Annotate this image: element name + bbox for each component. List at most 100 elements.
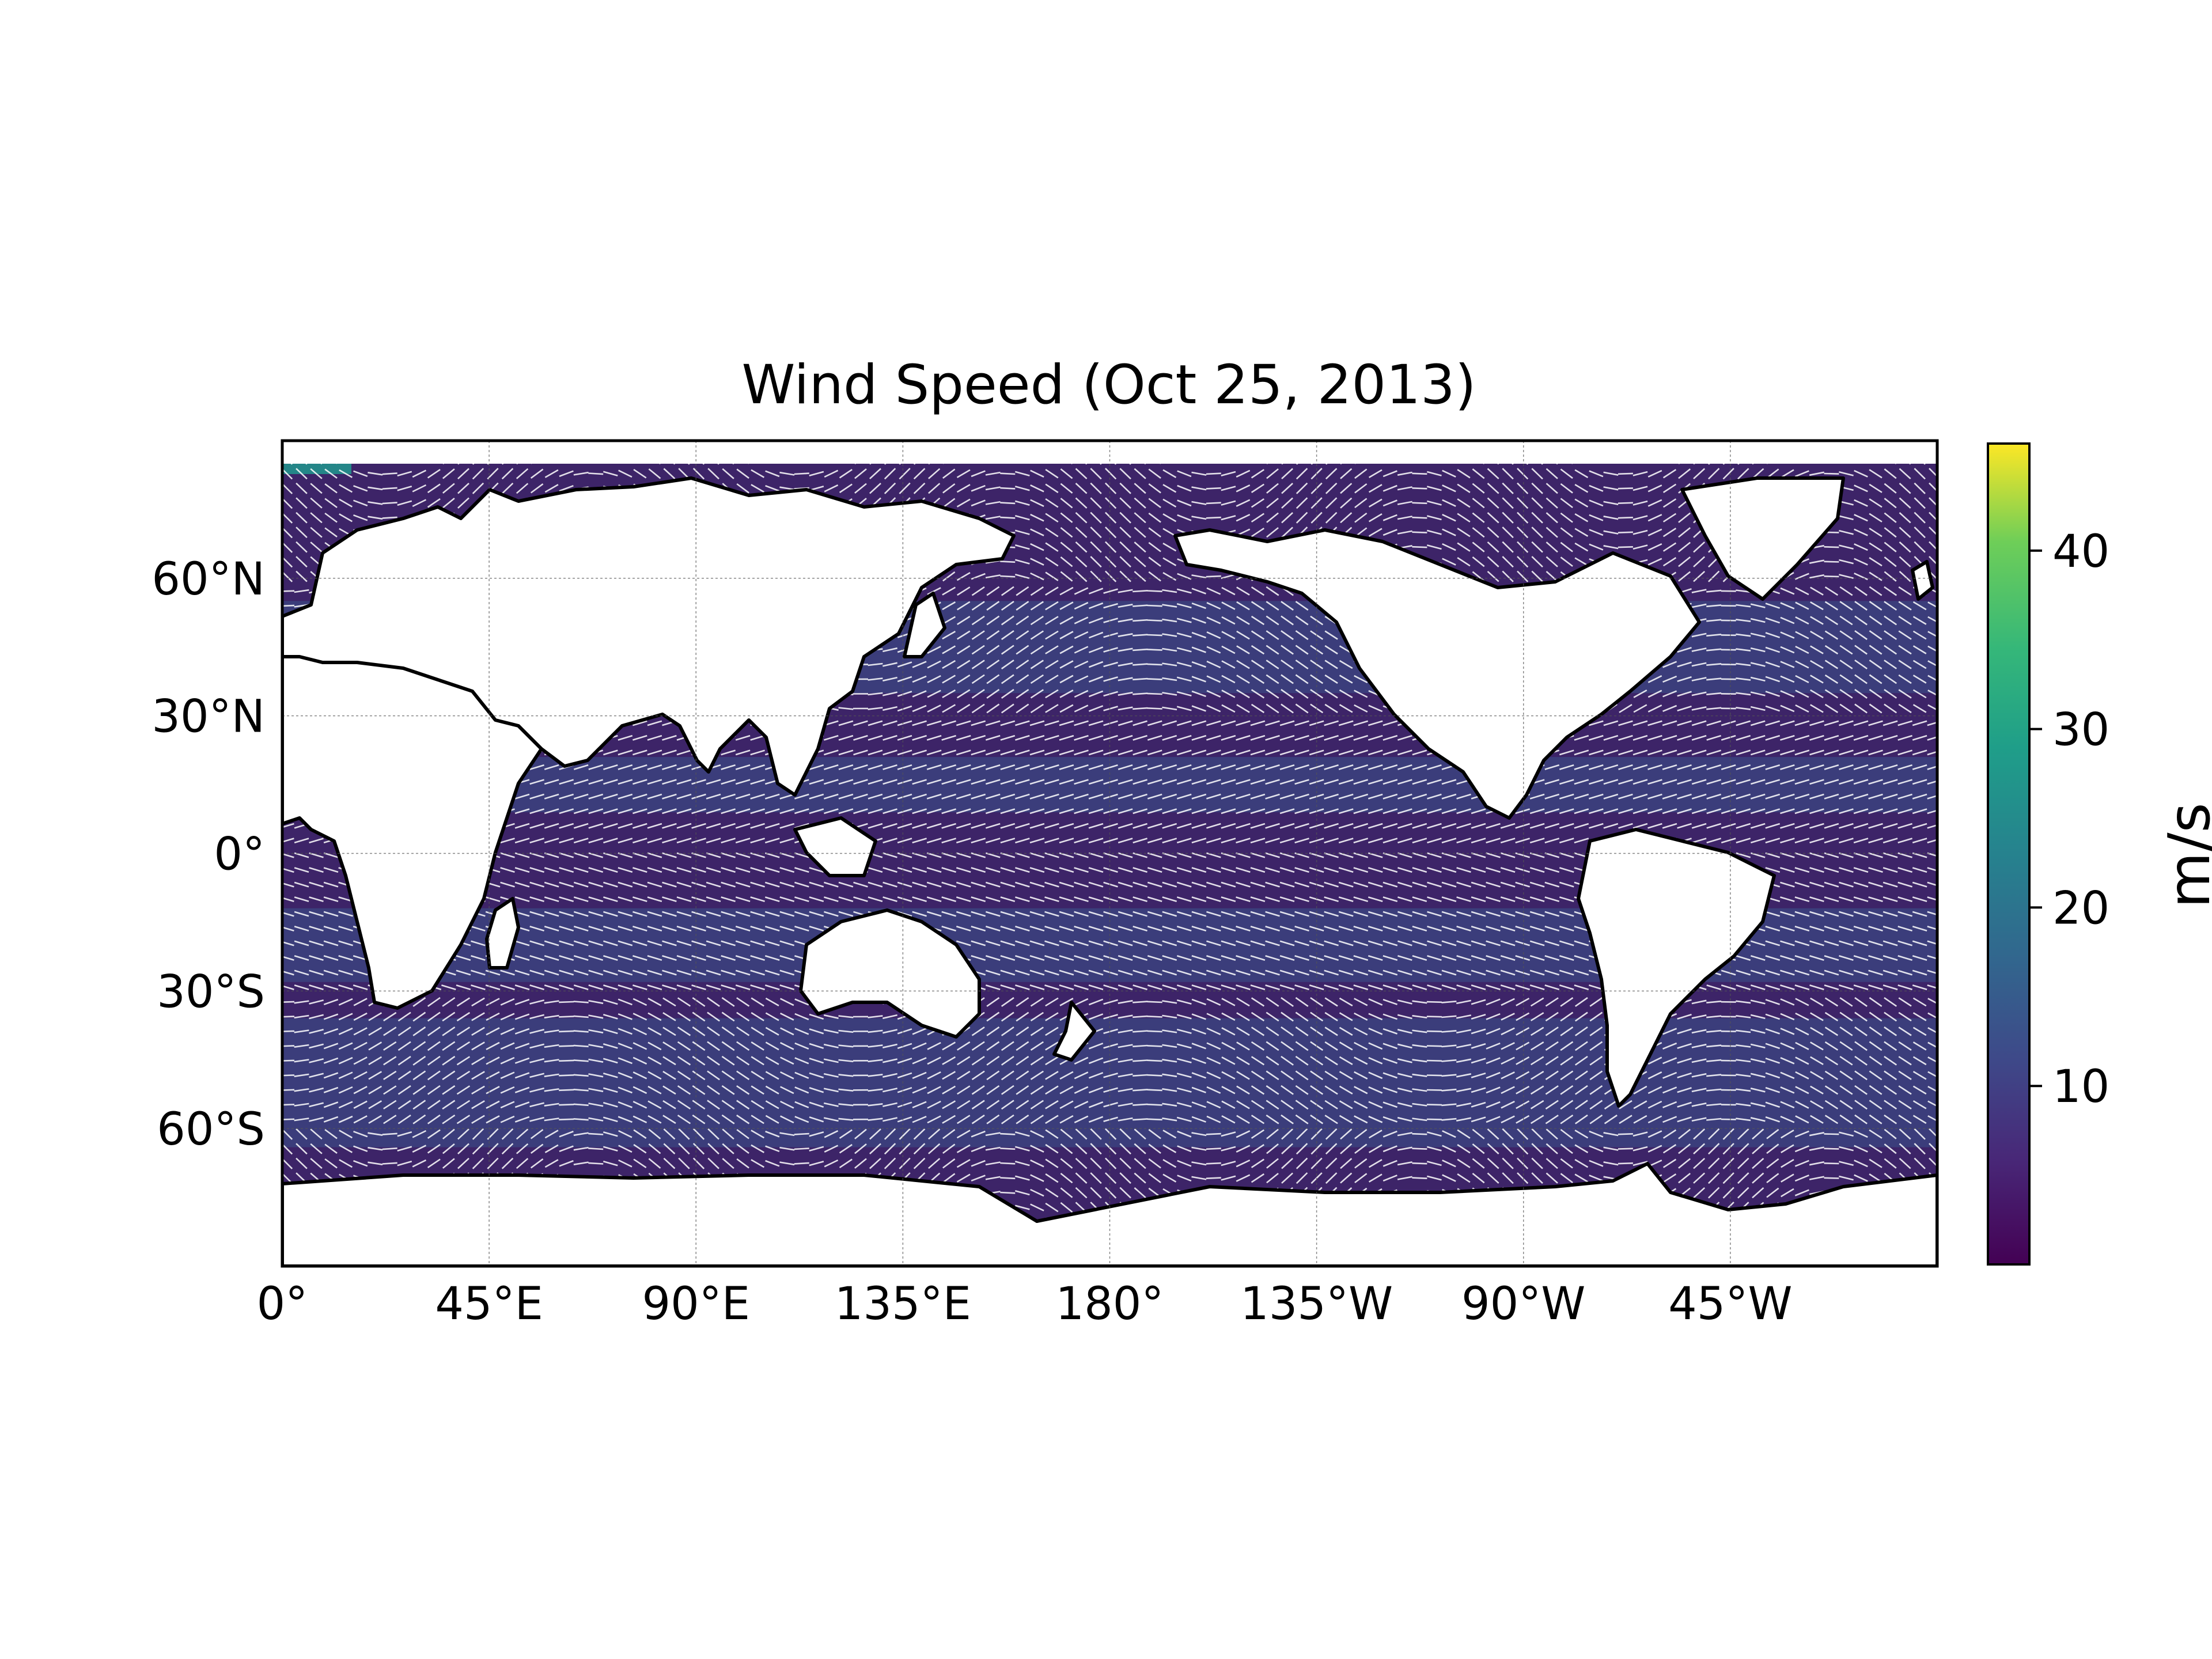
wind-vector [1001,1041,1014,1051]
wind-vector [1929,468,1937,478]
wind-vector [1456,926,1471,932]
wind-vector [1809,940,1824,946]
wind-vector [1266,1012,1279,1022]
wind-vector [854,468,867,479]
wind-vector [1839,529,1854,535]
wind-vector [1118,734,1133,741]
wind-vector [1662,779,1677,785]
wind-vector [1206,1056,1221,1065]
wind-vector [1618,720,1633,726]
wind-vector [1176,706,1192,711]
wind-vector [529,969,544,976]
wind-vector [1191,823,1207,829]
wind-vector [1382,470,1397,478]
wind-vector [559,484,574,492]
wind-vector [529,881,544,888]
wind-vector [1412,984,1427,990]
wind-vector [588,1073,604,1078]
wind-vector [1912,660,1927,669]
wind-vector [897,1058,912,1064]
wind-vector [1633,734,1648,741]
wind-vector [1442,455,1456,463]
wind-vector [1426,456,1442,462]
wind-vector [706,955,721,961]
wind-vector [338,955,353,961]
wind-vector [1810,586,1824,596]
wind-vector [294,589,309,593]
wind-vector [1809,793,1824,800]
wind-vector [707,1026,720,1036]
wind-vector [1119,570,1131,582]
wind-vector [928,468,941,479]
wind-vector [764,896,780,903]
wind-vector [1397,1029,1412,1034]
wind-vector [529,940,544,946]
wind-vector [1456,823,1471,829]
wind-vector [1929,453,1937,463]
wind-vector [1529,911,1545,917]
wind-vector [706,969,721,976]
wind-vector [1236,734,1251,741]
wind-vector [1295,630,1309,641]
wind-vector [1177,455,1192,463]
wind-vector [1368,867,1383,873]
wind-vector [309,1028,324,1034]
wind-vector [1546,468,1558,479]
wind-vector [1471,984,1486,990]
wind-vector [692,1055,706,1066]
wind-vector [1014,471,1030,476]
wind-vector [1104,468,1117,480]
wind-vector [971,764,986,770]
wind-vector [676,838,692,844]
wind-vector [957,586,971,596]
wind-vector [735,969,751,976]
wind-vector [1251,1012,1265,1022]
wind-vector [309,926,324,932]
wind-vector [1045,483,1059,494]
wind-vector [721,867,736,873]
wind-vector [1589,514,1604,521]
wind-vector [1015,749,1030,756]
wind-vector [926,764,942,770]
wind-vector [1338,881,1354,888]
wind-vector [1912,689,1927,699]
wind-vector [1441,1059,1457,1062]
wind-vector [794,1071,809,1080]
wind-vector [1853,749,1869,756]
wind-vector [559,1016,574,1018]
wind-vector [1250,911,1266,917]
wind-vector [456,997,471,1007]
wind-vector [735,852,751,858]
wind-vector [514,1086,530,1093]
wind-vector [956,749,971,756]
wind-vector [529,911,544,917]
wind-vector [1059,881,1074,888]
wind-vector [1691,1058,1707,1063]
wind-vector [1868,896,1883,903]
wind-vector [1529,793,1545,800]
wind-vector [941,852,956,858]
wind-vector [1868,720,1883,726]
wind-vector [809,1043,824,1050]
wind-vector [1824,458,1839,460]
wind-vector [1927,969,1937,975]
wind-vector [1736,648,1751,652]
wind-vector [632,1071,647,1080]
wind-vector [1000,940,1016,946]
wind-vector [427,1100,441,1110]
wind-vector [1517,527,1529,539]
wind-vector [544,1044,559,1048]
wind-vector [1736,1044,1751,1048]
wind-vector [1677,1058,1692,1064]
wind-vector [1912,793,1927,800]
wind-vector [1412,940,1427,946]
wind-vector [1382,514,1397,521]
wind-vector [928,483,941,494]
wind-vector [618,1013,632,1020]
wind-vector [1368,749,1383,756]
wind-vector [1162,571,1177,581]
wind-vector [1706,838,1721,844]
wind-vector [1471,969,1486,976]
wind-vector [282,604,295,607]
wind-vector [1044,911,1059,917]
